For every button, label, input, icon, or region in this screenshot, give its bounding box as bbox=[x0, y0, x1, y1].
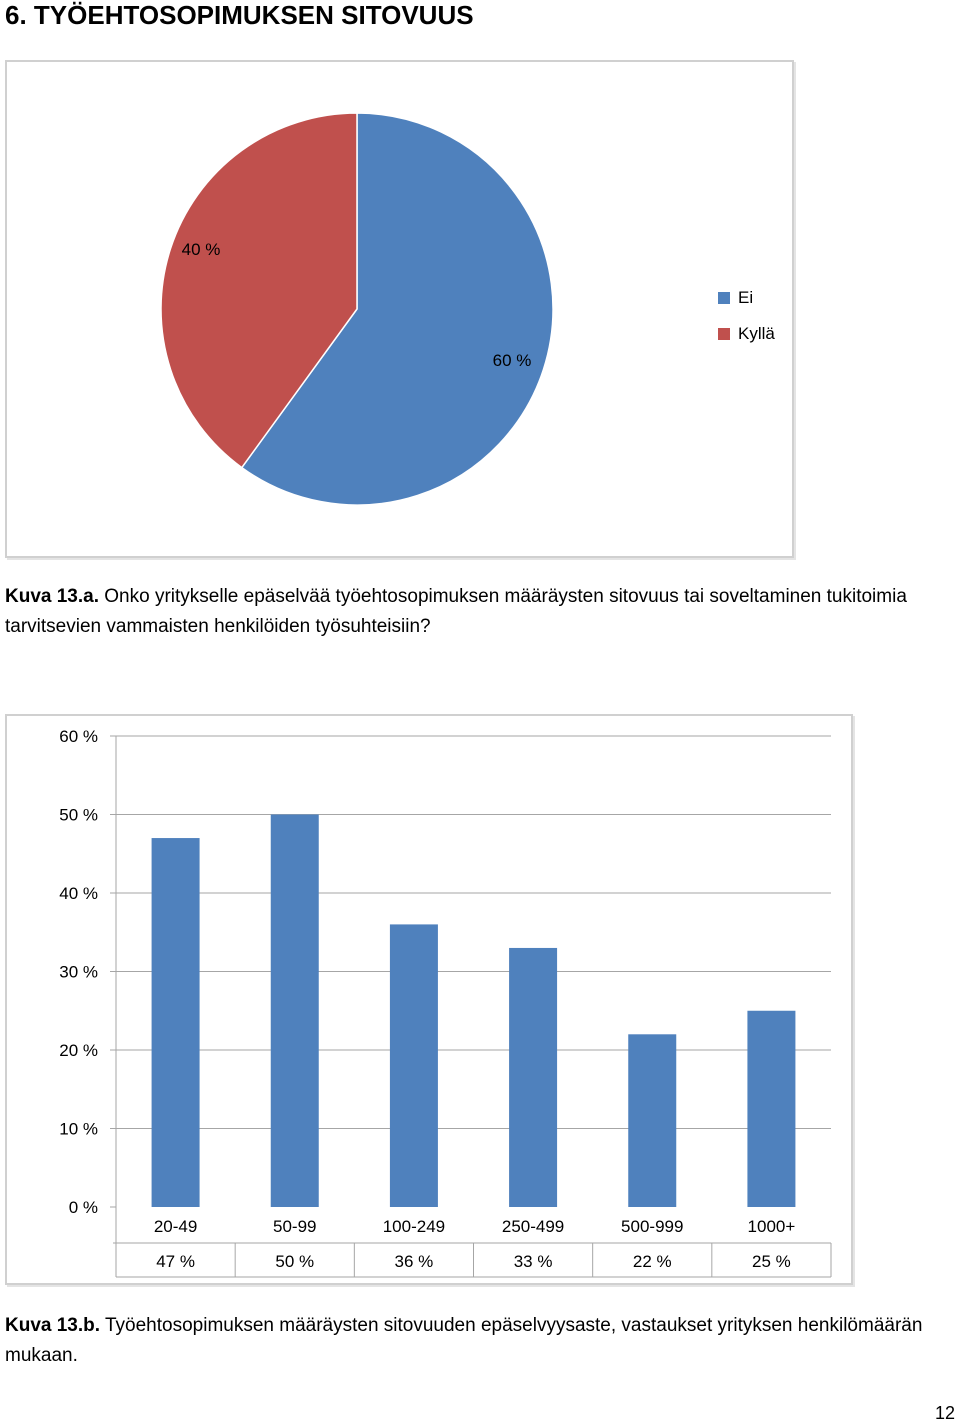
table-value: 25 % bbox=[752, 1252, 791, 1271]
x-category-label: 20-49 bbox=[154, 1217, 197, 1236]
legend-item-kylla: Kyllä bbox=[718, 316, 775, 352]
table-value: 47 % bbox=[156, 1252, 195, 1271]
page-number: 12 bbox=[934, 1403, 955, 1423]
x-category-label: 500-999 bbox=[621, 1217, 683, 1236]
legend-swatch-ei bbox=[718, 292, 730, 304]
caption-a-text: Onko yritykselle epäselvää työehtosopimu… bbox=[5, 586, 907, 637]
caption-b-text: Työehtosopimuksen määräysten sitovuuden … bbox=[5, 1315, 923, 1366]
x-category-label: 250-499 bbox=[502, 1217, 564, 1236]
pie-legend: Ei Kyllä bbox=[718, 280, 775, 352]
caption-a-label: Kuva 13.a. bbox=[5, 586, 99, 607]
y-tick-label: 60 % bbox=[59, 727, 98, 746]
table-value: 50 % bbox=[275, 1252, 314, 1271]
bar-1000+ bbox=[747, 1010, 796, 1207]
bar-250-499 bbox=[509, 947, 558, 1207]
y-tick-label: 30 % bbox=[59, 963, 98, 982]
legend-label-kylla: Kyllä bbox=[738, 324, 775, 343]
legend-swatch-kylla bbox=[718, 328, 730, 340]
legend-item-ei: Ei bbox=[718, 280, 775, 316]
y-tick-label: 0 % bbox=[69, 1198, 98, 1217]
table-value: 36 % bbox=[395, 1252, 434, 1271]
bar-500-999 bbox=[628, 1034, 677, 1207]
bar-chart: 0 % 10 % 20 % 30 % 40 % 50 % 60 % 20-49 47 % 50-9… bbox=[59, 727, 832, 1278]
y-tick-label: 50 % bbox=[59, 806, 98, 825]
x-category-label: 100-249 bbox=[383, 1217, 445, 1236]
bar-50-99 bbox=[270, 814, 319, 1207]
table-value: 22 % bbox=[633, 1252, 672, 1271]
y-tick-label: 20 % bbox=[59, 1041, 98, 1060]
pie-data-label-1: 40 % bbox=[182, 240, 221, 259]
x-category-label: 1000+ bbox=[748, 1217, 796, 1236]
pie-slice-0 bbox=[240, 112, 554, 506]
y-tick-label: 40 % bbox=[59, 884, 98, 903]
caption-b: Kuva 13.b. Työehtosopimuksen määräysten … bbox=[5, 1311, 955, 1371]
pie-chart: 60 % 40 % bbox=[160, 112, 554, 506]
bar-20-49 bbox=[151, 838, 200, 1207]
page-heading: 6. TYÖEHTOSOPIMUKSEN SITOVUUS bbox=[5, 0, 474, 30]
pie-data-label-0: 60 % bbox=[493, 351, 532, 370]
pie-slice-1 bbox=[160, 112, 358, 469]
caption-b-label: Kuva 13.b. bbox=[5, 1315, 101, 1336]
legend-label-ei: Ei bbox=[738, 288, 754, 307]
y-tick-label: 10 % bbox=[59, 1120, 98, 1139]
x-category-label: 50-99 bbox=[273, 1217, 316, 1236]
caption-a: Kuva 13.a. Onko yritykselle epäselvää ty… bbox=[5, 582, 955, 642]
bar-100-249 bbox=[389, 924, 438, 1207]
table-value: 33 % bbox=[514, 1252, 553, 1271]
